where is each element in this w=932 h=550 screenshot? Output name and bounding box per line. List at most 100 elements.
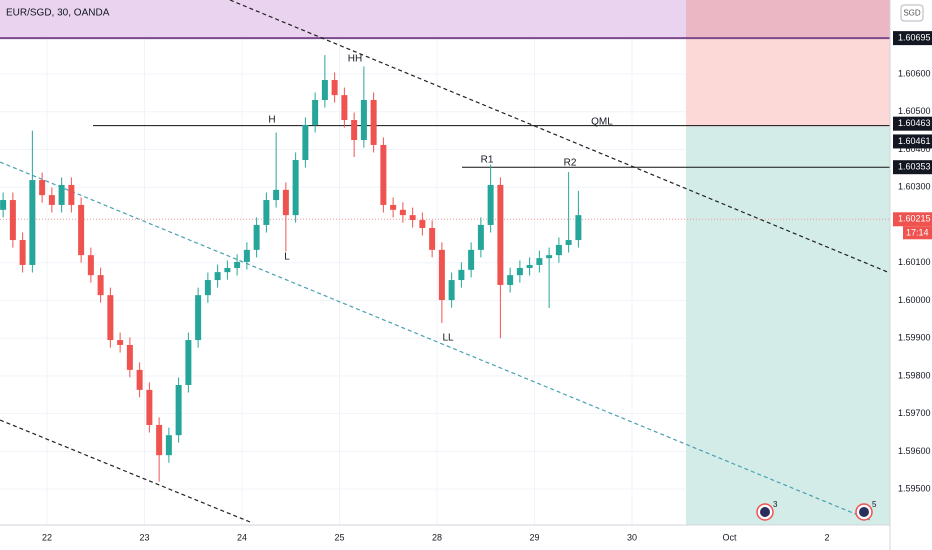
candle-body bbox=[448, 280, 455, 301]
target-zone bbox=[686, 126, 890, 526]
price-tag bbox=[893, 134, 932, 149]
price-tag-label: 1.60463 bbox=[898, 118, 931, 128]
price-tag bbox=[893, 160, 932, 175]
x-tick-label: 29 bbox=[529, 532, 539, 542]
candle-body bbox=[555, 244, 562, 256]
price-tag bbox=[893, 116, 932, 131]
candle-body bbox=[234, 261, 241, 268]
candle-body bbox=[19, 240, 26, 265]
candle-body bbox=[58, 184, 65, 205]
candle-body bbox=[380, 144, 387, 205]
candle-body bbox=[146, 389, 153, 425]
annotation: R1 bbox=[481, 155, 494, 166]
price-axis bbox=[890, 0, 932, 550]
countdown: 17:14 bbox=[906, 228, 929, 238]
y-tick-label: 1.59900 bbox=[898, 333, 931, 343]
candle-body bbox=[390, 204, 397, 210]
candle-body bbox=[292, 160, 299, 216]
candle-body bbox=[29, 180, 36, 265]
candle-body bbox=[536, 258, 543, 265]
trend-line bbox=[0, 161, 871, 521]
candle-body bbox=[273, 189, 280, 201]
candle-body bbox=[507, 275, 514, 285]
candle-body bbox=[224, 267, 231, 273]
candle-body bbox=[263, 200, 270, 225]
candle-body bbox=[565, 240, 572, 245]
candle-body bbox=[48, 195, 55, 205]
stop-zone bbox=[686, 0, 890, 39]
y-tick-label: 1.59800 bbox=[898, 370, 931, 380]
y-tick-label: 1.60300 bbox=[898, 182, 931, 192]
candle-body bbox=[302, 124, 309, 161]
top-band bbox=[0, 0, 686, 39]
annotation: HH bbox=[348, 54, 362, 65]
y-tick-label: 1.59500 bbox=[898, 484, 931, 494]
candle-body bbox=[477, 224, 484, 250]
x-tick-label: 2 bbox=[825, 532, 830, 542]
candle-body bbox=[497, 184, 504, 285]
candle-body bbox=[175, 384, 182, 436]
x-tick-label: 25 bbox=[334, 532, 344, 542]
x-tick-label: 22 bbox=[42, 532, 52, 542]
candle-body bbox=[107, 295, 114, 341]
annotation: QML bbox=[591, 117, 613, 128]
candle-body bbox=[117, 340, 124, 345]
candle-body bbox=[351, 120, 358, 141]
y-tick-label: 1.59600 bbox=[898, 446, 931, 456]
price-tag-label: 1.60353 bbox=[898, 162, 931, 172]
event-count: 5 bbox=[872, 500, 877, 509]
candle-body bbox=[409, 215, 416, 221]
candle-body bbox=[321, 80, 328, 101]
candle-body bbox=[419, 220, 426, 228]
trend-line bbox=[0, 419, 251, 523]
candle-body bbox=[399, 209, 406, 216]
candle-body bbox=[253, 224, 260, 250]
candle-body bbox=[195, 295, 202, 341]
candle-body bbox=[136, 369, 143, 390]
candle-body bbox=[487, 184, 494, 225]
candle-body bbox=[214, 272, 221, 281]
countdown-bg bbox=[903, 226, 932, 240]
y-tick-label: 1.60100 bbox=[898, 257, 931, 267]
candle-body bbox=[438, 249, 445, 301]
y-tick-label: 1.59700 bbox=[898, 408, 931, 418]
candle-body bbox=[68, 184, 75, 205]
candle-body bbox=[97, 275, 104, 296]
currency: SGD bbox=[903, 9, 921, 18]
x-tick-label: 24 bbox=[237, 532, 247, 542]
candle-body bbox=[9, 200, 16, 241]
price-tag bbox=[893, 212, 932, 227]
event-icon-inner bbox=[859, 507, 869, 517]
candle-body bbox=[126, 344, 133, 370]
annotation: H bbox=[268, 115, 275, 126]
event-count: 3 bbox=[773, 500, 778, 509]
currency-button[interactable] bbox=[900, 4, 924, 22]
price-tag-label: 1.60695 bbox=[898, 32, 931, 42]
price-tag bbox=[893, 31, 932, 46]
candle-body bbox=[458, 269, 465, 281]
candle-body bbox=[312, 100, 319, 125]
candle-body bbox=[516, 267, 523, 276]
candle-body bbox=[429, 227, 436, 250]
trend-line bbox=[229, 0, 891, 274]
event-icon-inner bbox=[760, 507, 770, 517]
annotation: LL bbox=[442, 333, 454, 344]
price-tag-label: 1.60215 bbox=[898, 214, 931, 224]
candle-body bbox=[526, 264, 533, 268]
annotation: R2 bbox=[564, 158, 577, 169]
chart-title: EUR/SGD, 30, OANDA bbox=[6, 8, 110, 19]
candle-body bbox=[331, 80, 338, 96]
candle-body bbox=[39, 180, 46, 196]
candle-body bbox=[185, 340, 192, 385]
price-tag-label: 1.60461 bbox=[898, 136, 931, 146]
candle-body bbox=[87, 255, 94, 276]
candle-body bbox=[204, 280, 211, 296]
y-tick-label: 1.60000 bbox=[898, 295, 931, 305]
candle-body bbox=[156, 424, 163, 456]
candle-body bbox=[360, 100, 367, 141]
x-tick-label: Oct bbox=[723, 532, 738, 542]
candle-body bbox=[0, 200, 7, 210]
candle-body bbox=[468, 249, 475, 270]
y-tick-label: 1.60500 bbox=[898, 106, 931, 116]
